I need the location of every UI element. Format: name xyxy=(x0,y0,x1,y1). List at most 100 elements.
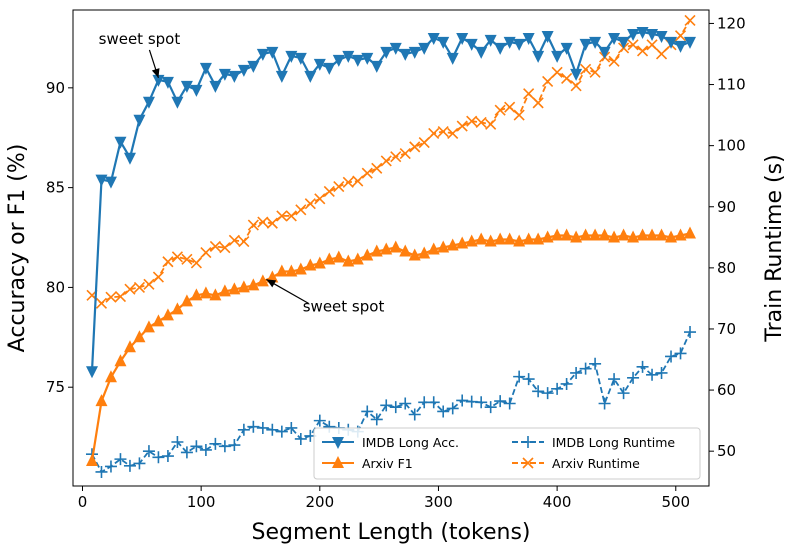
right-tick-label: 100 xyxy=(717,137,746,155)
data-point-imdb-long-acc- xyxy=(104,176,117,189)
data-point-imdb-long-runtime xyxy=(389,401,402,414)
annotation-sweet-spot-arxiv: sweet spot xyxy=(303,297,385,315)
data-point-imdb-long-acc- xyxy=(266,46,279,59)
data-point-arxiv-runtime xyxy=(295,204,307,216)
data-point-imdb-long-acc- xyxy=(541,30,554,43)
data-point-imdb-long-acc- xyxy=(304,70,317,83)
data-point-arxiv-f1 xyxy=(285,264,298,277)
data-point-arxiv-f1 xyxy=(123,340,136,353)
data-point-imdb-long-acc- xyxy=(418,42,431,55)
data-point-imdb-long-acc- xyxy=(494,42,507,55)
right-tick-label: 70 xyxy=(717,320,736,338)
data-point-imdb-long-runtime xyxy=(646,368,659,381)
data-point-arxiv-runtime xyxy=(257,216,269,228)
series-layer xyxy=(85,14,697,478)
data-point-arxiv-runtime xyxy=(380,155,392,167)
data-point-arxiv-f1 xyxy=(389,240,402,253)
data-point-arxiv-runtime xyxy=(314,193,326,205)
data-point-arxiv-f1 xyxy=(294,262,307,275)
data-point-arxiv-runtime xyxy=(580,63,592,75)
data-point-arxiv-f1 xyxy=(313,256,326,269)
data-point-arxiv-runtime xyxy=(608,55,620,67)
data-point-arxiv-runtime xyxy=(181,253,193,265)
x-tick-label: 0 xyxy=(78,493,88,511)
data-point-imdb-long-acc- xyxy=(171,96,184,109)
data-point-imdb-long-runtime xyxy=(570,366,583,379)
series-line-arxiv-runtime xyxy=(91,19,691,305)
data-point-arxiv-f1 xyxy=(665,230,678,243)
data-point-arxiv-runtime xyxy=(200,247,212,259)
data-point-imdb-long-acc- xyxy=(370,60,383,73)
data-point-imdb-long-acc- xyxy=(218,68,231,81)
data-point-imdb-long-acc- xyxy=(142,96,155,109)
data-point-imdb-long-runtime xyxy=(152,451,165,464)
data-point-arxiv-f1 xyxy=(218,284,231,297)
data-point-arxiv-runtime xyxy=(304,198,316,210)
data-point-arxiv-f1 xyxy=(361,248,374,261)
left-tick-label: 85 xyxy=(46,179,65,197)
right-tick-label: 50 xyxy=(717,442,736,460)
data-point-arxiv-f1 xyxy=(342,254,355,267)
data-point-imdb-long-runtime xyxy=(161,450,174,463)
data-point-imdb-long-runtime xyxy=(636,360,649,373)
annotation-arrow-head xyxy=(151,68,160,78)
data-point-arxiv-runtime xyxy=(570,80,582,92)
data-point-imdb-long-runtime xyxy=(294,432,307,445)
right-tick-label: 110 xyxy=(717,76,746,94)
data-point-imdb-long-acc- xyxy=(275,70,288,83)
data-point-imdb-long-runtime xyxy=(171,436,184,449)
data-point-imdb-long-runtime xyxy=(503,397,516,410)
data-point-imdb-long-runtime xyxy=(617,387,630,400)
data-point-imdb-long-runtime xyxy=(370,413,383,426)
data-point-imdb-long-acc- xyxy=(199,62,212,75)
data-point-imdb-long-acc- xyxy=(475,46,488,59)
data-point-imdb-long-runtime xyxy=(313,414,326,427)
data-point-imdb-long-acc- xyxy=(570,68,583,81)
data-point-arxiv-f1 xyxy=(494,232,507,245)
data-point-arxiv-f1 xyxy=(484,234,497,247)
series-line-arxiv-f1 xyxy=(90,232,691,462)
data-point-imdb-long-acc- xyxy=(427,32,440,45)
data-point-imdb-long-acc- xyxy=(503,36,516,49)
data-point-arxiv-f1 xyxy=(532,232,545,245)
data-point-imdb-long-runtime xyxy=(655,366,668,379)
data-point-arxiv-f1 xyxy=(104,370,117,383)
data-point-imdb-long-acc- xyxy=(114,136,127,149)
data-point-imdb-long-runtime xyxy=(456,394,469,407)
data-point-arxiv-runtime xyxy=(105,291,117,303)
data-point-imdb-long-acc- xyxy=(560,42,573,55)
data-point-arxiv-runtime xyxy=(532,97,544,109)
data-point-imdb-long-acc- xyxy=(285,50,298,63)
data-point-arxiv-f1 xyxy=(684,226,697,239)
data-point-imdb-long-runtime xyxy=(579,362,592,375)
data-point-imdb-long-acc- xyxy=(294,52,307,65)
data-point-arxiv-f1 xyxy=(541,230,554,243)
data-point-imdb-long-acc- xyxy=(589,36,602,49)
data-point-arxiv-runtime xyxy=(124,283,136,295)
data-point-imdb-long-acc- xyxy=(256,48,269,61)
data-point-imdb-long-acc- xyxy=(465,38,478,51)
data-point-imdb-long-runtime xyxy=(399,397,412,410)
data-point-arxiv-runtime xyxy=(494,104,506,116)
data-point-imdb-long-acc- xyxy=(85,366,98,379)
data-point-arxiv-f1 xyxy=(627,230,640,243)
data-point-imdb-long-runtime xyxy=(494,395,507,408)
data-point-imdb-long-runtime xyxy=(437,405,450,418)
data-point-imdb-long-acc- xyxy=(247,60,260,73)
series-imdb-long-acc- xyxy=(85,26,697,379)
data-point-arxiv-runtime xyxy=(456,120,468,132)
data-point-imdb-long-acc- xyxy=(598,46,611,59)
left-tick-label: 75 xyxy=(46,378,65,396)
data-point-arxiv-runtime xyxy=(561,72,573,85)
data-point-arxiv-runtime xyxy=(266,217,278,229)
data-point-arxiv-f1 xyxy=(399,244,412,257)
data-point-imdb-long-runtime xyxy=(475,396,488,409)
data-point-imdb-long-runtime xyxy=(218,440,231,453)
data-point-arxiv-f1 xyxy=(465,234,478,247)
data-point-arxiv-runtime xyxy=(171,251,183,263)
legend-swatch-marker xyxy=(522,436,534,448)
data-point-arxiv-runtime xyxy=(162,256,174,268)
data-point-imdb-long-runtime xyxy=(532,385,545,398)
annotation-sweet-spot-imdb: sweet spot xyxy=(99,30,181,48)
data-point-arxiv-f1 xyxy=(646,228,659,241)
